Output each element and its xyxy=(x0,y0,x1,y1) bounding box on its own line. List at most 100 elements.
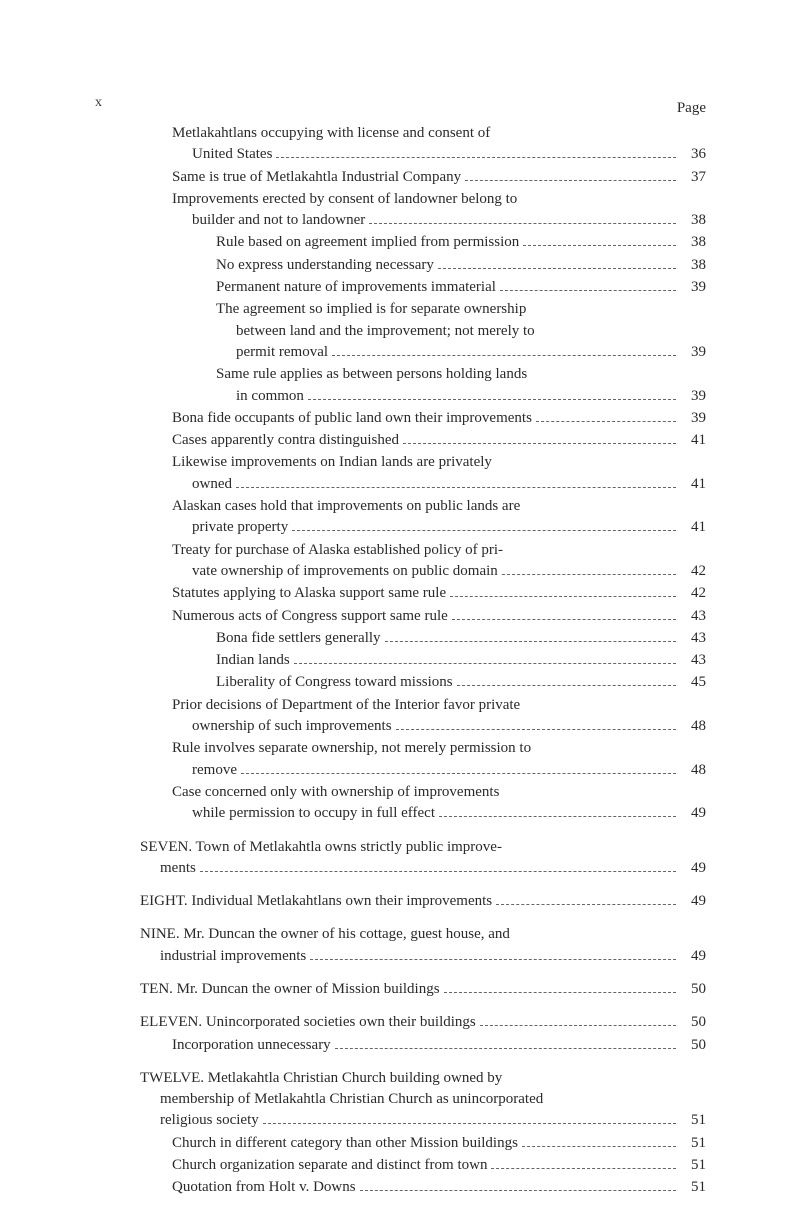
toc-entry-text: permit removal xyxy=(236,342,328,363)
toc-entry: Prior decisions of Department of the Int… xyxy=(140,695,706,738)
toc-entry: Cases apparently contra distinguished 41 xyxy=(140,430,706,451)
toc-leader xyxy=(236,476,676,488)
toc-entry-text: Metlakahtlans occupying with license and… xyxy=(172,123,490,144)
toc-entry-text: religious society xyxy=(160,1110,259,1131)
toc-page-number: 38 xyxy=(680,210,706,231)
toc-entry-text: Likewise improvements on Indian lands ar… xyxy=(172,452,492,473)
document-page: x Page Metlakahtlans occupying with lice… xyxy=(0,0,801,1225)
toc-page-number: 50 xyxy=(680,1012,706,1033)
toc-page-number: 41 xyxy=(680,474,706,495)
toc-leader xyxy=(457,674,676,686)
toc-page-number: 50 xyxy=(680,979,706,1000)
toc-entry: Permanent nature of improvements immater… xyxy=(140,277,706,298)
toc-entry-text: Same is true of Metlakahtla Industrial C… xyxy=(172,167,461,188)
toc-entry-text: Numerous acts of Congress support same r… xyxy=(172,606,448,627)
toc-entry-text: Bona fide occupants of public land own t… xyxy=(172,408,532,429)
toc-leader xyxy=(200,860,676,872)
toc-page-number: 36 xyxy=(680,144,706,165)
toc-entry-text: while permission to occupy in full effec… xyxy=(192,803,435,824)
toc-entry: Church organization separate and distinc… xyxy=(140,1155,706,1176)
toc-entry: Same is true of Metlakahtla Industrial C… xyxy=(140,167,706,188)
toc-leader xyxy=(403,432,676,444)
toc-entry: Same rule applies as between persons hol… xyxy=(140,364,706,407)
toc-entry-text: Bona fide settlers generally xyxy=(216,628,381,649)
toc-page-number: 43 xyxy=(680,650,706,671)
toc-leader xyxy=(452,607,676,619)
toc-leader xyxy=(263,1112,676,1124)
toc-entry-text: remove xyxy=(192,760,237,781)
toc-entry-text: The agreement so implied is for separate… xyxy=(216,299,526,320)
toc-leader xyxy=(308,387,676,399)
toc-entry: Alaskan cases hold that improvements on … xyxy=(140,496,706,539)
toc-leader xyxy=(438,257,676,269)
toc-page-number: 51 xyxy=(680,1177,706,1198)
toc-entry: Case concerned only with ownership of im… xyxy=(140,782,706,825)
toc-entry: Quotation from Holt v. Downs 51 xyxy=(140,1177,706,1198)
toc-entry: Numerous acts of Congress support same r… xyxy=(140,606,706,627)
toc-entry-text: Alaskan cases hold that improvements on … xyxy=(172,496,520,517)
toc-entry-text: Quotation from Holt v. Downs xyxy=(172,1177,356,1198)
toc-entry-text: ments xyxy=(160,858,196,879)
toc-page-number: 41 xyxy=(680,430,706,451)
toc-entry: Treaty for purchase of Alaska establishe… xyxy=(140,540,706,583)
toc-entry-text: Rule based on agreement implied from per… xyxy=(216,232,519,253)
toc-leader xyxy=(294,652,676,664)
toc-leader xyxy=(396,718,676,730)
toc-entry: ELEVEN. Unincorporated societies own the… xyxy=(140,1012,706,1033)
toc-entry-text: United States xyxy=(192,144,272,165)
toc-entry-text: industrial improvements xyxy=(160,946,306,967)
toc-leader xyxy=(439,805,676,817)
toc-leader xyxy=(241,761,676,773)
page-header-label: Page xyxy=(140,100,706,117)
toc-page-number: 45 xyxy=(680,672,706,693)
toc-entry-text: Same rule applies as between persons hol… xyxy=(216,364,527,385)
toc-entry: Incorporation unnecessary50 xyxy=(140,1035,706,1056)
table-of-contents: Metlakahtlans occupying with license and… xyxy=(140,123,706,1199)
toc-page-number: 37 xyxy=(680,167,706,188)
toc-page-number: 48 xyxy=(680,760,706,781)
toc-entry-text: Church organization separate and distinc… xyxy=(172,1155,487,1176)
toc-leader xyxy=(360,1179,676,1191)
toc-entry-text: TWELVE. Metlakahtla Christian Church bui… xyxy=(140,1068,502,1089)
toc-entry-text: Statutes applying to Alaska support same… xyxy=(172,583,446,604)
toc-entry-text: Prior decisions of Department of the Int… xyxy=(172,695,520,716)
toc-leader xyxy=(465,168,676,180)
toc-entry: EIGHT. Individual Metlakahtlans own thei… xyxy=(140,891,706,912)
toc-entry-text: Permanent nature of improvements immater… xyxy=(216,277,496,298)
toc-entry-text: membership of Metlakahtla Christian Chur… xyxy=(160,1089,543,1110)
toc-entry: SEVEN. Town of Metlakahtla owns strictly… xyxy=(140,837,706,880)
page-roman-numeral: x xyxy=(95,95,102,111)
toc-leader xyxy=(502,563,676,575)
toc-entry: Metlakahtlans occupying with license and… xyxy=(140,123,706,166)
toc-leader xyxy=(496,893,676,905)
toc-page-number: 42 xyxy=(680,561,706,582)
toc-page-number: 38 xyxy=(680,255,706,276)
toc-page-number: 39 xyxy=(680,408,706,429)
toc-entry-text: Treaty for purchase of Alaska establishe… xyxy=(172,540,503,561)
toc-leader xyxy=(444,981,676,993)
toc-leader xyxy=(335,1036,676,1048)
toc-leader xyxy=(523,234,676,246)
toc-page-number: 39 xyxy=(680,386,706,407)
toc-leader xyxy=(276,146,676,158)
toc-entry: The agreement so implied is for separate… xyxy=(140,299,706,363)
toc-page-number: 51 xyxy=(680,1155,706,1176)
toc-page-number: 48 xyxy=(680,716,706,737)
toc-page-number: 49 xyxy=(680,946,706,967)
toc-entry: Rule based on agreement implied from per… xyxy=(140,232,706,253)
toc-entry-text: vate ownership of improvements on public… xyxy=(192,561,498,582)
toc-entry: NINE. Mr. Duncan the owner of his cottag… xyxy=(140,924,706,967)
toc-entry-text: Cases apparently contra distinguished xyxy=(172,430,399,451)
toc-leader xyxy=(536,410,676,422)
toc-entry-text: Incorporation unnecessary xyxy=(172,1035,331,1056)
toc-entry: Church in different category than other … xyxy=(140,1133,706,1154)
toc-entry-text: ELEVEN. Unincorporated societies own the… xyxy=(140,1012,476,1033)
toc-entry-text: Liberality of Congress toward missions xyxy=(216,672,453,693)
toc-page-number: 49 xyxy=(680,891,706,912)
toc-entry-text: between land and the improvement; not me… xyxy=(236,321,535,342)
toc-entry-text: ownership of such improvements xyxy=(192,716,392,737)
toc-entry: Likewise improvements on Indian lands ar… xyxy=(140,452,706,495)
toc-page-number: 49 xyxy=(680,803,706,824)
toc-leader xyxy=(491,1157,676,1169)
toc-page-number: 49 xyxy=(680,858,706,879)
